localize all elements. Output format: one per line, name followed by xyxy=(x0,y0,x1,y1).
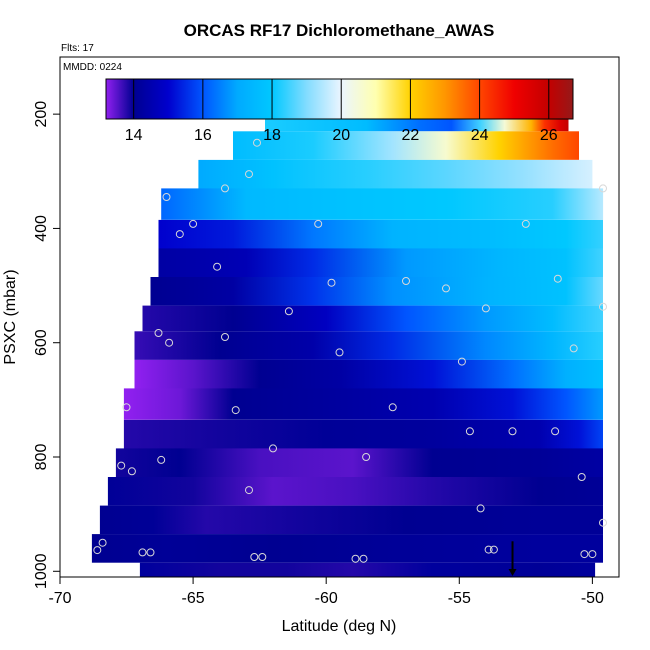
sample-point xyxy=(157,455,166,464)
flights-annotation: Flts: 17 xyxy=(61,43,94,54)
plot-frame xyxy=(59,56,620,578)
heatmap-band xyxy=(134,331,603,360)
sample-point xyxy=(221,333,229,341)
sample-point xyxy=(588,550,597,559)
chart-title: ORCAS RF17 Dichloromethane_AWAS xyxy=(184,21,495,40)
heatmap-band xyxy=(91,534,604,563)
x-tick-label: -65 xyxy=(182,590,205,607)
sample-point xyxy=(253,138,261,147)
sample-point xyxy=(122,403,131,412)
sample-point xyxy=(154,329,163,337)
heatmap-band xyxy=(123,419,604,449)
sample-point xyxy=(117,461,126,470)
axes: -70 -65 -60 -55 -50 200 400 600 800 1000 xyxy=(33,101,604,607)
sample-point xyxy=(489,545,498,554)
sample-point xyxy=(138,548,147,557)
heatmap-band xyxy=(233,131,579,160)
sample-point xyxy=(599,518,607,527)
y-tick-label: 400 xyxy=(33,215,50,242)
sample-point xyxy=(442,284,450,293)
sample-point xyxy=(465,427,474,436)
sample-point xyxy=(362,453,371,461)
colorbar: 14 16 18 20 22 24 26 xyxy=(105,78,574,144)
sample-point xyxy=(250,553,259,561)
sample-point xyxy=(213,262,222,271)
sample-point xyxy=(457,357,466,366)
heatmap-band xyxy=(123,388,604,420)
heatmap-band xyxy=(161,188,604,220)
sample-point xyxy=(221,184,229,193)
heatmap-band xyxy=(107,477,604,506)
x-axis-label: Latitude (deg N) xyxy=(282,618,397,635)
sample-point xyxy=(402,277,410,285)
colorbar-tick-label: 24 xyxy=(471,127,489,144)
sample-point xyxy=(93,546,102,555)
plot-area xyxy=(91,99,607,577)
y-tick-label: 600 xyxy=(33,329,50,356)
sample-point xyxy=(127,467,136,476)
x-tick-label: -60 xyxy=(315,590,338,607)
x-tick-label: -70 xyxy=(48,590,71,607)
colorbar-tick-label: 20 xyxy=(332,127,350,144)
sample-point xyxy=(284,307,293,316)
sample-point xyxy=(231,406,240,415)
sample-point xyxy=(245,486,253,495)
sample-point xyxy=(351,554,360,563)
sample-point xyxy=(162,193,171,201)
colorbar-tick-label: 16 xyxy=(194,127,212,144)
sample-point xyxy=(98,538,107,547)
sample-point xyxy=(481,304,490,313)
x-tick-label: -50 xyxy=(581,590,604,607)
sample-point xyxy=(359,554,368,563)
y-axis-label: PSXC (mbar) xyxy=(2,269,19,364)
marker-arrow-head xyxy=(508,569,517,576)
colorbar-tick-label: 22 xyxy=(402,127,420,144)
sample-point xyxy=(508,427,517,436)
sample-point xyxy=(569,344,578,353)
heatmap-band xyxy=(158,248,603,277)
y-tick-label: 1000 xyxy=(33,553,50,589)
sample-point xyxy=(580,550,589,559)
sample-point xyxy=(245,170,253,179)
heatmap-band xyxy=(99,505,604,535)
colorbar-tick-label: 14 xyxy=(125,127,143,144)
colorbar-tick-label: 26 xyxy=(540,127,558,144)
heatmap-band xyxy=(142,305,603,332)
sample-point xyxy=(577,473,586,481)
sample-point xyxy=(258,553,267,561)
heatmap-band xyxy=(158,219,603,249)
sample-point xyxy=(314,219,323,228)
sample-point xyxy=(165,338,174,347)
sample-point xyxy=(335,348,344,357)
heatmap-band xyxy=(134,359,603,389)
sample-point xyxy=(189,219,198,228)
sample-point xyxy=(146,548,155,557)
sample-point xyxy=(551,427,560,436)
sample-point xyxy=(327,278,336,287)
heatmap-band xyxy=(150,277,603,306)
date-annotation: MMDD: 0224 xyxy=(63,62,122,73)
y-tick-label: 800 xyxy=(33,444,50,471)
heatmap-band xyxy=(139,562,596,577)
sample-point xyxy=(269,444,277,453)
sample-point xyxy=(388,403,397,412)
sample-point xyxy=(484,545,493,554)
sample-point xyxy=(476,504,485,513)
sample-point xyxy=(521,219,530,228)
y-tick-label: 200 xyxy=(33,101,50,128)
colorbar-gradient xyxy=(105,78,574,120)
heatmap-band xyxy=(115,448,604,477)
sample-point xyxy=(599,184,607,193)
x-tick-label: -55 xyxy=(448,590,471,607)
heatmap-band xyxy=(198,159,593,189)
sample-point xyxy=(553,274,562,283)
sample-point xyxy=(599,302,607,311)
colorbar-tick-label: 18 xyxy=(263,127,281,144)
sample-point xyxy=(175,230,184,239)
